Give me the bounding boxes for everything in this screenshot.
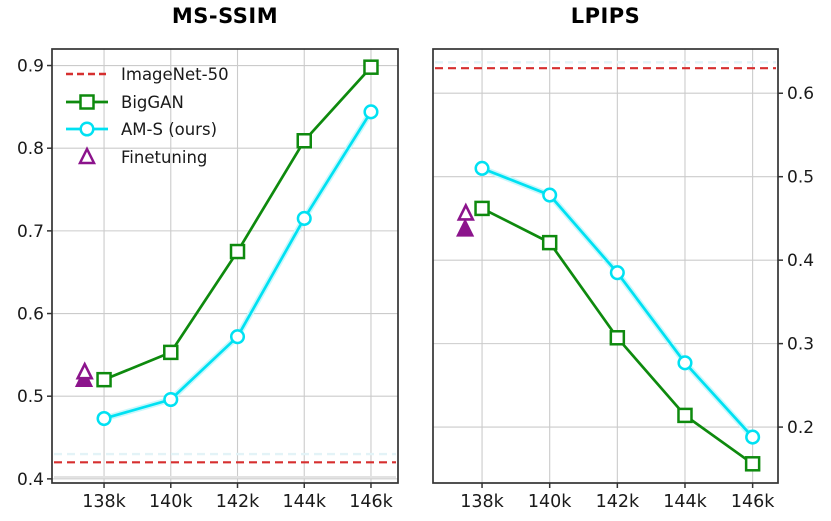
x-tick-label: 146k: [349, 492, 393, 512]
x-tick-label: 140k: [528, 492, 572, 512]
y-tick-label: 0.2: [787, 418, 814, 438]
biggan-square-marker: [296, 133, 312, 149]
legend-circle-marker: [79, 121, 95, 137]
biggan-square-marker: [229, 243, 246, 260]
biggan-square-marker: [96, 371, 112, 388]
x-tick-label: 144k: [663, 492, 707, 512]
finetuning-triangle-marker: [456, 202, 475, 221]
ams-circle-marker: [363, 104, 379, 120]
x-tick-label: 138k: [460, 492, 504, 512]
legend-label: AM-S (ours): [121, 120, 217, 139]
y-tick-label: 0.8: [17, 139, 44, 159]
biggan-square-marker: [163, 344, 179, 361]
y-tick-label: 0.6: [787, 84, 814, 104]
biggan-square-marker: [677, 407, 693, 424]
x-tick-label: 142k: [596, 492, 640, 512]
x-tick-label: 144k: [282, 492, 326, 512]
axes-spines: [51, 48, 399, 484]
biggan-square-marker: [541, 234, 558, 251]
y-tick-label: 0.5: [17, 387, 44, 407]
panel-title-ms-ssim: MS-SSIM: [171, 4, 279, 28]
ams-circle-marker: [745, 429, 761, 445]
y-tick-label: 0.6: [17, 305, 44, 325]
ams-circle-marker: [163, 391, 179, 408]
x-tick-label: 146k: [731, 492, 775, 512]
y-tick-label: 0.5: [787, 168, 814, 188]
biggan-square-marker: [363, 59, 379, 75]
y-tick-label: 0.3: [787, 335, 814, 355]
y-tick-label: 0.9: [17, 57, 44, 77]
ams-circle-marker: [96, 410, 112, 427]
finetuning-triangle-marker: [456, 218, 475, 237]
ams-circle-marker: [229, 329, 246, 345]
y-tick-label: 0.7: [17, 222, 44, 242]
x-tick-label: 138k: [82, 492, 126, 512]
legend-triangle-marker: [77, 146, 97, 165]
biggan-square-marker: [474, 200, 490, 217]
biggan-square-marker: [744, 456, 761, 472]
legend-label: Finetuning: [121, 148, 207, 167]
legend-label: ImageNet-50: [121, 65, 229, 84]
x-tick-label: 142k: [216, 492, 260, 512]
ams-circle-marker: [474, 160, 490, 176]
ams-circle-marker: [542, 187, 558, 203]
axes-spines: [432, 48, 779, 484]
legend-square-marker: [79, 94, 95, 110]
finetuning-triangle-marker: [75, 361, 94, 380]
ams-circle-marker: [609, 265, 625, 281]
y-tick-label: 0.4: [17, 470, 44, 490]
x-tick-label: 140k: [149, 492, 193, 512]
y-tick-label: 0.4: [787, 251, 814, 271]
ams-circle-marker: [677, 355, 693, 371]
panel-title-lpips: LPIPS: [570, 4, 641, 28]
legend-label: BigGAN: [121, 93, 184, 112]
biggan-square-marker: [609, 330, 626, 346]
ams-circle-marker: [296, 210, 312, 227]
